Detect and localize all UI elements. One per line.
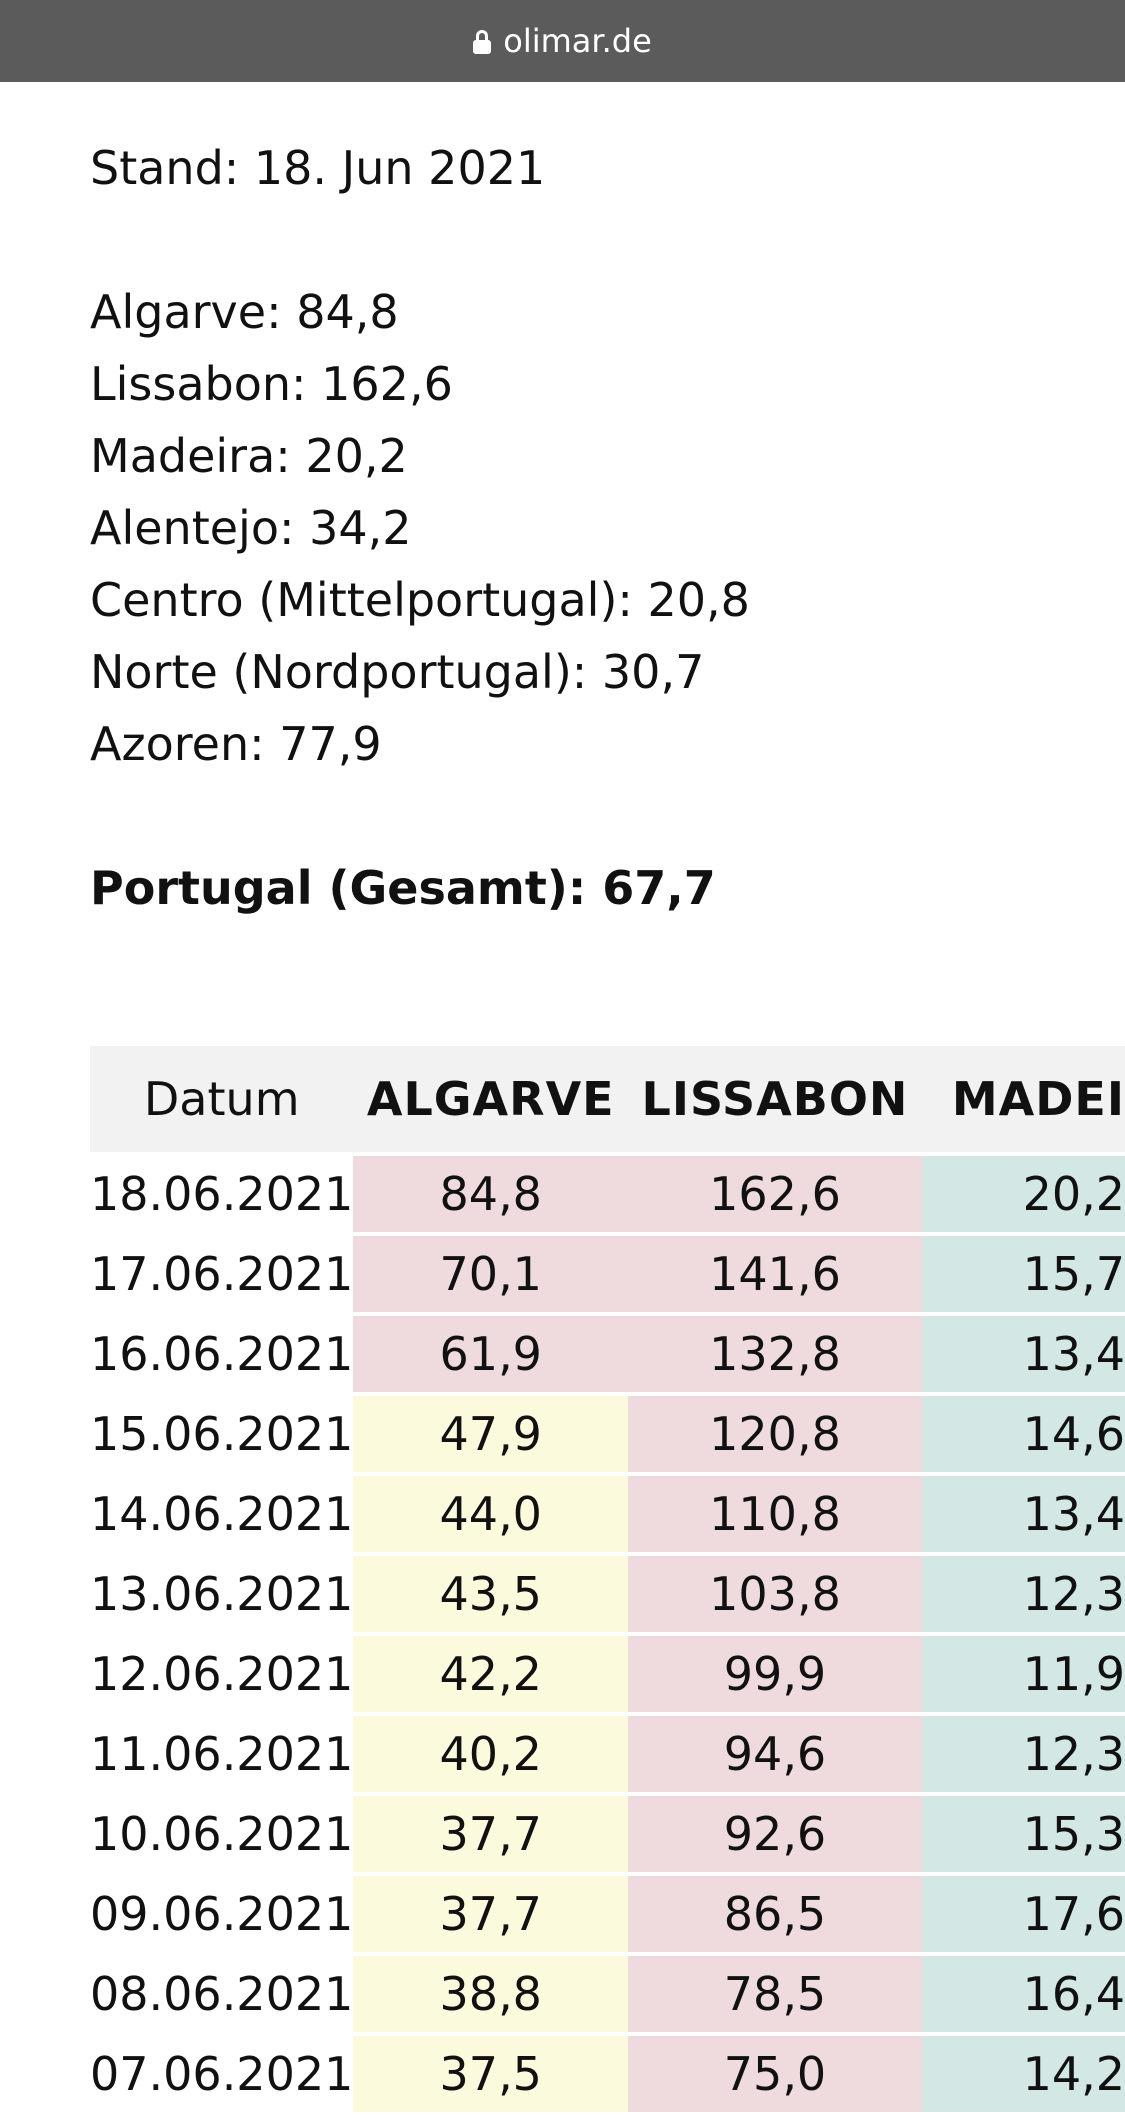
cell-lissabon: 132,8 bbox=[628, 1316, 922, 1392]
table-row: 14.06.2021 44,0 110,8 13,4 bbox=[90, 1476, 1125, 1552]
browser-address-bar[interactable]: olimar.de bbox=[0, 0, 1125, 82]
portugal-total: Portugal (Gesamt): 67,7 bbox=[90, 861, 716, 915]
header-lissabon: LISSABON bbox=[628, 1046, 922, 1152]
cell-lissabon: 110,8 bbox=[628, 1476, 922, 1552]
cell-algarve: 37,7 bbox=[353, 1796, 629, 1872]
region-item: Algarve: 84,8 bbox=[90, 285, 399, 339]
incidence-table: Datum ALGARVE LISSABON MADEI 18.06.2021 8… bbox=[90, 1042, 1125, 2116]
cell-date: 14.06.2021 bbox=[90, 1476, 354, 1552]
table-row: 07.06.2021 37,5 75,0 14,2 bbox=[90, 2036, 1125, 2112]
table-row: 12.06.2021 42,2 99,9 11,9 bbox=[90, 1636, 1125, 1712]
cell-date: 07.06.2021 bbox=[90, 2036, 354, 2112]
cell-madeira: 14,2 bbox=[921, 2036, 1125, 2112]
cell-algarve: 40,2 bbox=[353, 1716, 629, 1792]
cell-madeira: 12,3 bbox=[921, 1716, 1125, 1792]
cell-algarve: 61,9 bbox=[353, 1316, 629, 1392]
region-item: Madeira: 20,2 bbox=[90, 429, 408, 483]
cell-date: 11.06.2021 bbox=[90, 1716, 354, 1792]
cell-date: 15.06.2021 bbox=[90, 1396, 354, 1472]
cell-madeira: 16,4 bbox=[921, 1956, 1125, 2032]
cell-madeira: 14,6 bbox=[921, 1396, 1125, 1472]
cell-date: 10.06.2021 bbox=[90, 1796, 354, 1872]
cell-date: 18.06.2021 bbox=[90, 1156, 354, 1232]
cell-lissabon: 78,5 bbox=[628, 1956, 922, 2032]
table-header-row: Datum ALGARVE LISSABON MADEI bbox=[90, 1046, 1125, 1152]
url-text: olimar.de bbox=[503, 22, 652, 60]
cell-lissabon: 86,5 bbox=[628, 1876, 922, 1952]
cell-algarve: 43,5 bbox=[353, 1556, 629, 1632]
table-row: 17.06.2021 70,1 141,6 15,7 bbox=[90, 1236, 1125, 1312]
cell-algarve: 47,9 bbox=[353, 1396, 629, 1472]
cell-date: 13.06.2021 bbox=[90, 1556, 354, 1632]
table-row: 16.06.2021 61,9 132,8 13,4 bbox=[90, 1316, 1125, 1392]
region-item: Centro (Mittelportugal): 20,8 bbox=[90, 573, 750, 627]
table-row: 08.06.2021 38,8 78,5 16,4 bbox=[90, 1956, 1125, 2032]
table-row: 11.06.2021 40,2 94,6 12,3 bbox=[90, 1716, 1125, 1792]
cell-algarve: 84,8 bbox=[353, 1156, 629, 1232]
cell-madeira: 15,3 bbox=[921, 1796, 1125, 1872]
lock-icon bbox=[473, 30, 492, 54]
cell-lissabon: 141,6 bbox=[628, 1236, 922, 1312]
region-item: Lissabon: 162,6 bbox=[90, 357, 453, 411]
cell-madeira: 13,4 bbox=[921, 1476, 1125, 1552]
cell-algarve: 38,8 bbox=[353, 1956, 629, 2032]
cell-algarve: 42,2 bbox=[353, 1636, 629, 1712]
cell-date: 16.06.2021 bbox=[90, 1316, 354, 1392]
cell-date: 09.06.2021 bbox=[90, 1876, 354, 1952]
cell-madeira: 11,9 bbox=[921, 1636, 1125, 1712]
cell-madeira: 12,3 bbox=[921, 1556, 1125, 1632]
cell-date: 12.06.2021 bbox=[90, 1636, 354, 1712]
page-content: Stand: 18. Jun 2021 Algarve: 84,8 Lissab… bbox=[90, 82, 1125, 924]
cell-date: 08.06.2021 bbox=[90, 1956, 354, 2032]
header-datum: Datum bbox=[90, 1046, 354, 1152]
region-item: Alentejo: 34,2 bbox=[90, 501, 412, 555]
cell-algarve: 70,1 bbox=[353, 1236, 629, 1312]
incidence-table-container[interactable]: Datum ALGARVE LISSABON MADEI 18.06.2021 8… bbox=[90, 1042, 1125, 2116]
cell-date: 17.06.2021 bbox=[90, 1236, 354, 1312]
cell-algarve: 37,5 bbox=[353, 2036, 629, 2112]
cell-lissabon: 103,8 bbox=[628, 1556, 922, 1632]
cell-lissabon: 99,9 bbox=[628, 1636, 922, 1712]
cell-madeira: 17,6 bbox=[921, 1876, 1125, 1952]
table-row: 18.06.2021 84,8 162,6 20,2 bbox=[90, 1156, 1125, 1232]
table-row: 13.06.2021 43,5 103,8 12,3 bbox=[90, 1556, 1125, 1632]
region-list: Algarve: 84,8 Lissabon: 162,6 Madeira: 2… bbox=[90, 276, 1125, 780]
table-row: 10.06.2021 37,7 92,6 15,3 bbox=[90, 1796, 1125, 1872]
region-item: Azoren: 77,9 bbox=[90, 717, 382, 771]
cell-algarve: 44,0 bbox=[353, 1476, 629, 1552]
stand-date: Stand: 18. Jun 2021 bbox=[90, 141, 546, 195]
cell-madeira: 20,2 bbox=[921, 1156, 1125, 1232]
cell-lissabon: 94,6 bbox=[628, 1716, 922, 1792]
header-algarve: ALGARVE bbox=[353, 1046, 629, 1152]
cell-algarve: 37,7 bbox=[353, 1876, 629, 1952]
cell-madeira: 15,7 bbox=[921, 1236, 1125, 1312]
cell-lissabon: 162,6 bbox=[628, 1156, 922, 1232]
cell-madeira: 13,4 bbox=[921, 1316, 1125, 1392]
header-madeira: MADEI bbox=[921, 1046, 1125, 1152]
cell-lissabon: 75,0 bbox=[628, 2036, 922, 2112]
cell-lissabon: 120,8 bbox=[628, 1396, 922, 1472]
table-row: 15.06.2021 47,9 120,8 14,6 bbox=[90, 1396, 1125, 1472]
table-row: 09.06.2021 37,7 86,5 17,6 bbox=[90, 1876, 1125, 1952]
region-item: Norte (Nordportugal): 30,7 bbox=[90, 645, 705, 699]
cell-lissabon: 92,6 bbox=[628, 1796, 922, 1872]
